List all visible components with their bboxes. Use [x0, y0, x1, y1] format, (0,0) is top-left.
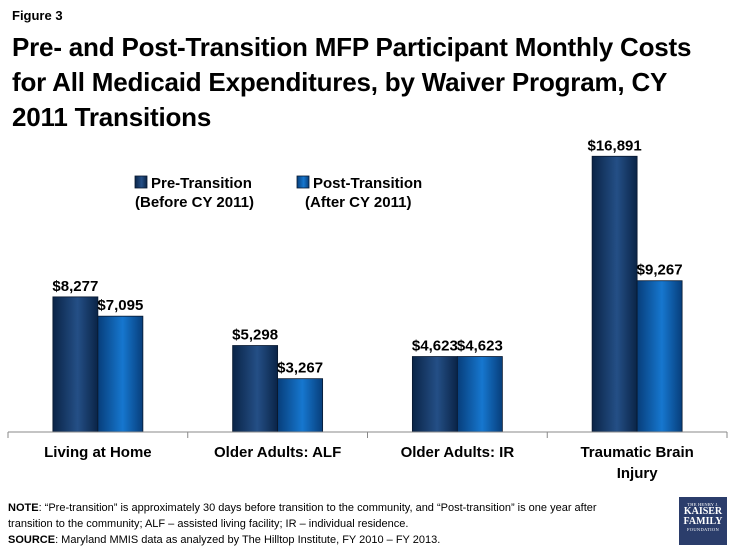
bar-post-3 [636, 280, 683, 433]
source-label: SOURCE [8, 534, 56, 546]
bar-post-2 [456, 356, 503, 433]
bar-pre-1 [232, 345, 279, 433]
logo-line-1: THE HENRY J. [687, 502, 719, 507]
category-label-3: Traumatic Brain Injury [580, 444, 693, 482]
value-label-pre-2: $4,623 [412, 338, 458, 355]
value-label-post-0: $7,095 [97, 297, 143, 314]
bar-pre-0 [52, 296, 99, 433]
legend-swatch-1 [296, 175, 310, 189]
kff-logo: THE HENRY J. KAISER FAMILY FOUNDATION [679, 497, 727, 545]
legend-label-1: Post-Transition [313, 175, 422, 192]
source-line: SOURCE: Maryland MMIS data as analyzed b… [8, 532, 638, 548]
note-label: NOTE [8, 502, 39, 514]
category-label-2: Older Adults: IR [401, 444, 515, 461]
legend-label-0: Pre-Transition [151, 175, 252, 192]
logo-line-4: FOUNDATION [687, 527, 719, 532]
value-label-post-2: $4,623 [457, 338, 503, 355]
bar-pre-3 [591, 155, 638, 433]
note-line: NOTE: “Pre-transition” is approximately … [8, 500, 638, 532]
source-text: : Maryland MMIS data as analyzed by The … [55, 534, 441, 546]
bar-post-0 [97, 315, 144, 433]
legend-swatch-0 [134, 175, 148, 189]
legend-sublabel-0: (Before CY 2011) [135, 194, 254, 211]
footnotes: NOTE: “Pre-transition” is approximately … [8, 500, 638, 548]
chart-title: Pre- and Post-Transition MFP Participant… [12, 32, 692, 132]
value-label-post-3: $9,267 [637, 262, 683, 279]
value-label-pre-1: $5,298 [232, 327, 278, 344]
legend-sublabel-1: (After CY 2011) [305, 194, 411, 211]
bar-post-1 [277, 378, 324, 433]
category-label-0: Living at Home [44, 444, 152, 461]
logo-line-3: FAMILY [683, 516, 723, 527]
category-label-1: Older Adults: ALF [214, 444, 341, 461]
value-label-pre-0: $8,277 [52, 278, 98, 295]
value-label-pre-3: $16,891 [588, 137, 642, 154]
note-text: : “Pre-transition” is approximately 30 d… [8, 502, 597, 530]
value-label-post-1: $3,267 [277, 360, 323, 377]
figure-label: Figure 3 [12, 8, 63, 23]
logo-line-2: KAISER [683, 506, 723, 517]
bar-pre-2 [411, 356, 458, 433]
